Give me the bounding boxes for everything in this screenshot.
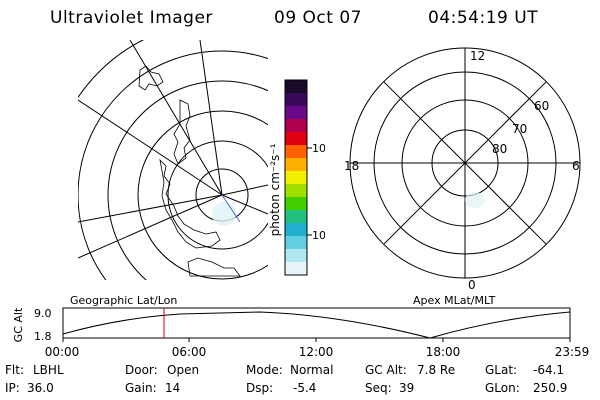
colorbar-band — [285, 119, 307, 133]
date-label: 09 Oct 07 — [274, 8, 362, 28]
mlt-label-18: 18 — [344, 159, 359, 173]
colorbar-band — [285, 171, 307, 185]
gcalt-value: 7.8 Re — [417, 363, 456, 377]
timeline-ytick-1: 1.8 — [34, 330, 52, 343]
timeline-ylabel: GC Alt — [12, 307, 25, 342]
ip-label: IP: — [5, 381, 20, 395]
colorbar-band — [285, 106, 307, 120]
instrument-title: Ultraviolet Imager — [50, 8, 213, 28]
colorbar-band — [285, 132, 307, 146]
mode-value: Normal — [290, 363, 334, 377]
colorbar-band — [285, 210, 307, 224]
colorbar-tick-10: 10 — [312, 229, 325, 242]
lat-ring — [137, 110, 268, 280]
colorbar-band — [285, 93, 307, 107]
colorbar-tick-100: 100 — [312, 142, 325, 155]
mode-label: Mode: — [246, 363, 283, 377]
dsp-value: -5.4 — [293, 381, 317, 395]
mlat-label-80: 80 — [492, 142, 507, 156]
ip-value: 36.0 — [27, 381, 54, 395]
lat-ring — [78, 50, 268, 280]
colorbar-gradient — [285, 80, 307, 276]
mlt-label-0: 0 — [468, 278, 476, 292]
glat-label: GLat: — [485, 363, 518, 377]
colorbar-band — [285, 223, 307, 237]
timeline-ytick-9: 9.0 — [34, 307, 52, 320]
magnetic-polar-plot: 12 18 6 0 60 70 80 — [344, 47, 581, 292]
timeline-xtick: 12:00 — [299, 345, 334, 359]
seq-value: 39 — [399, 381, 415, 395]
door-label: Door: — [125, 363, 158, 377]
mlt-label-12: 12 — [470, 49, 485, 63]
mlt-label-6: 6 — [572, 159, 580, 173]
colorbar: 100 10 photon cm⁻²s⁻¹ — [268, 79, 325, 276]
flt-value: LBHL — [33, 363, 64, 377]
colorbar-band — [285, 80, 307, 94]
colorbar-band — [285, 184, 307, 198]
gcalt-label: GC Alt: — [365, 363, 407, 377]
timeline-left-title: Geographic Lat/Lon — [70, 294, 177, 307]
colorbar-band — [285, 158, 307, 172]
lat-ring — [107, 80, 268, 280]
door-value: Open — [167, 363, 200, 377]
colorbar-band — [285, 145, 307, 159]
timeline-xtick: 06:00 — [172, 345, 207, 359]
time-label: 04:54:19 UT — [428, 8, 539, 28]
glon-label: GLon: — [485, 381, 520, 395]
gain-value: 14 — [165, 381, 181, 395]
altitude-curve — [62, 311, 571, 339]
flt-label: Flt: — [5, 363, 24, 377]
lat-ring — [167, 140, 268, 250]
colorbar-unit-label: photon cm⁻²s⁻¹ — [268, 143, 282, 236]
gain-label: Gain: — [125, 381, 157, 395]
dsp-label: Dsp: — [246, 381, 274, 395]
timeline-xtick: 18:00 — [426, 345, 461, 359]
colorbar-band — [285, 262, 307, 276]
glon-value: 250.9 — [533, 381, 568, 395]
glat-value: -64.1 — [533, 363, 565, 377]
timeline-xtick: 00:00 — [45, 345, 80, 359]
timeline-xtick: 23:59 — [555, 345, 590, 359]
colorbar-band — [285, 236, 307, 250]
timeline-right-title: Apex MLat/MLT — [413, 294, 496, 307]
orbit-timeline: Geographic Lat/Lon Apex MLat/MLT GC Alt … — [12, 294, 590, 359]
mlat-label-60: 60 — [534, 99, 549, 113]
seq-label: Seq: — [365, 381, 392, 395]
colorbar-band — [285, 249, 307, 263]
mlat-label-70: 70 — [512, 122, 527, 136]
colorbar-band — [285, 197, 307, 211]
